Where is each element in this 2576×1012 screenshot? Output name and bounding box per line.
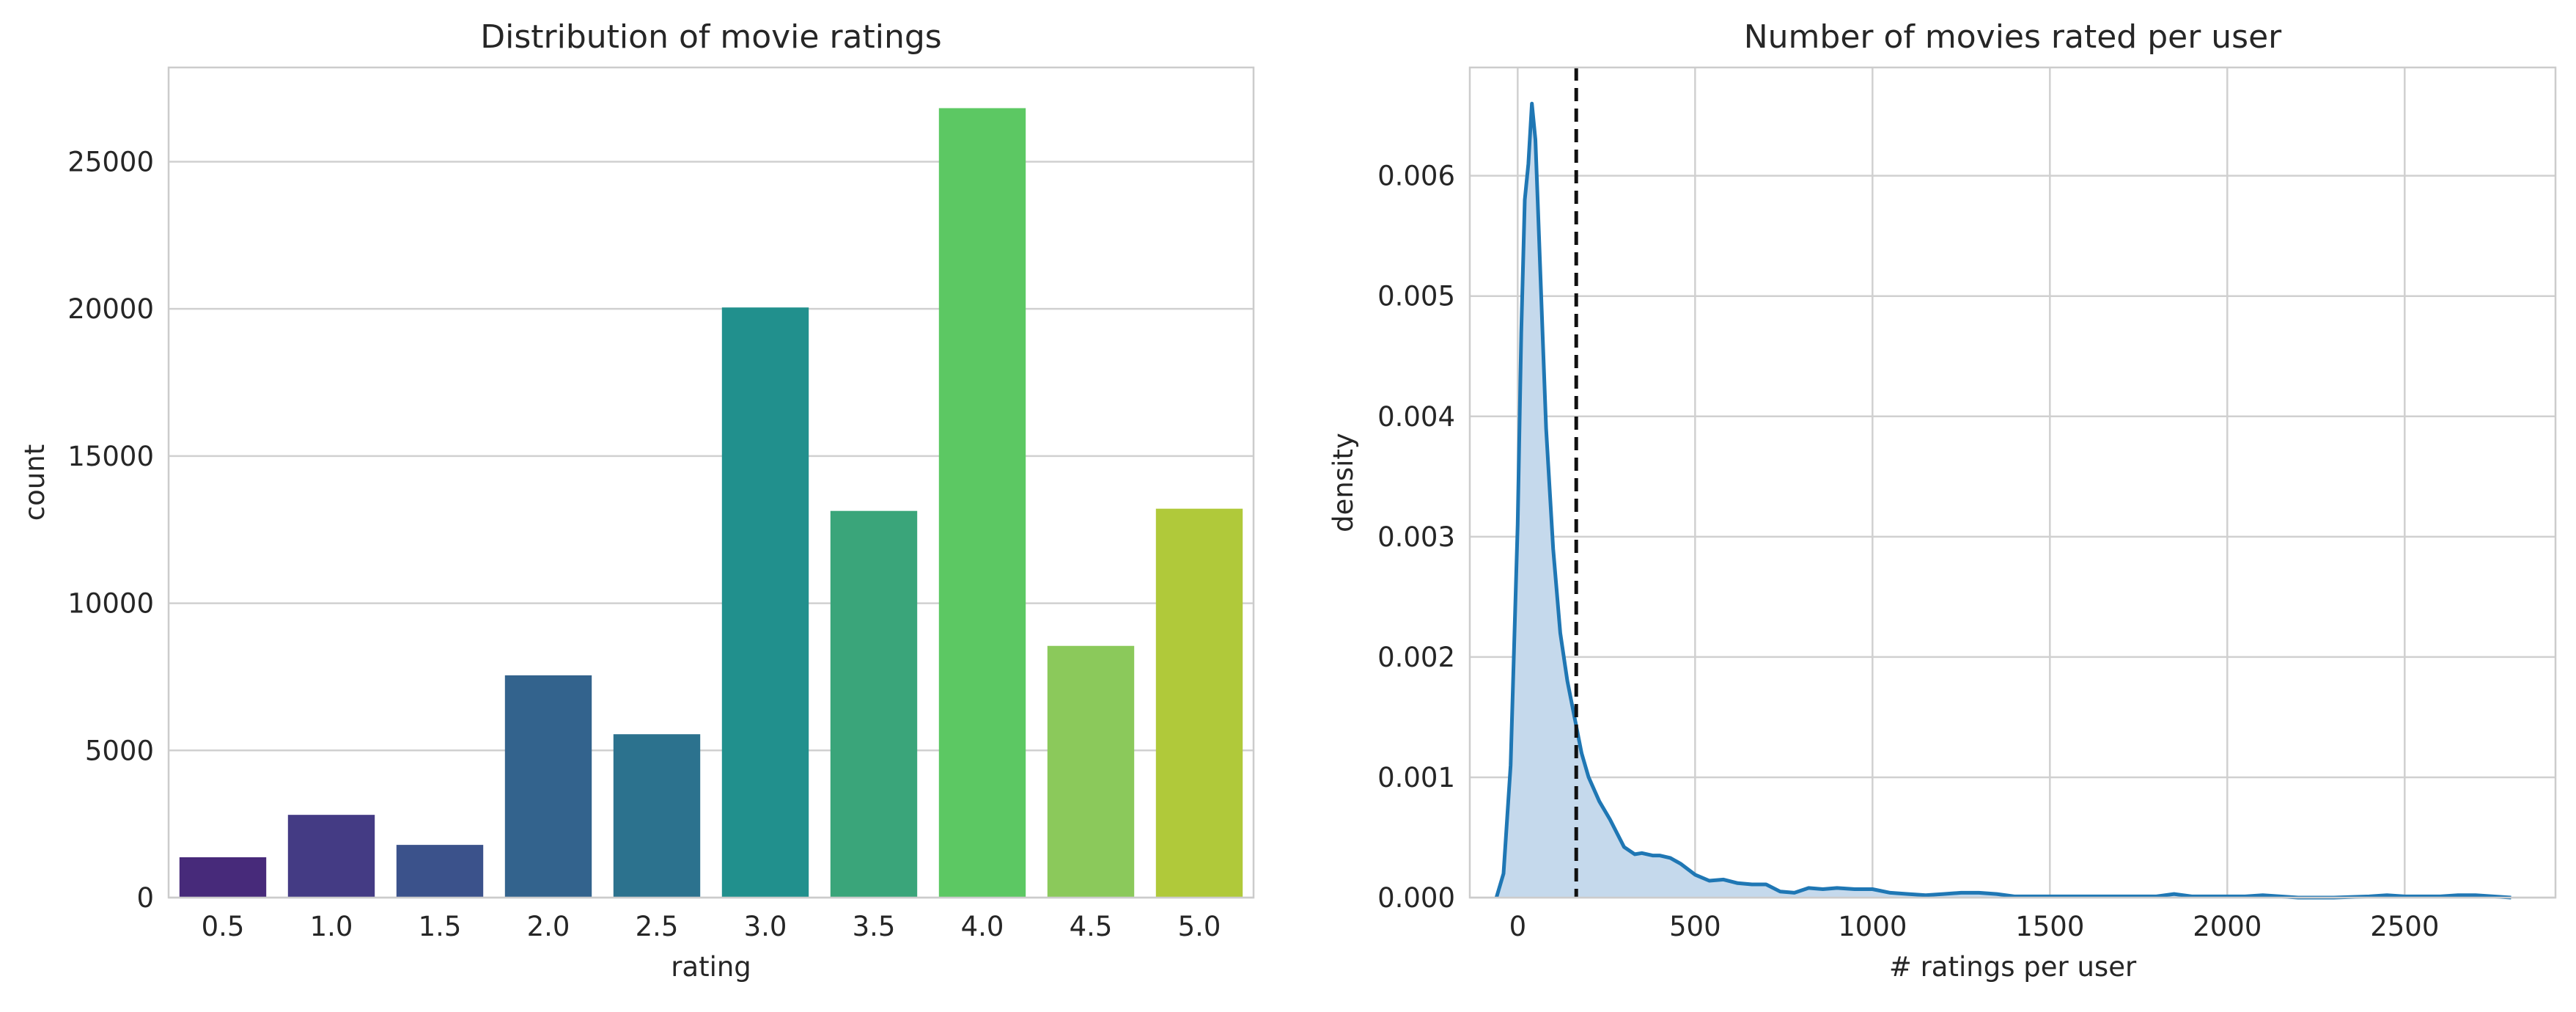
y-tick-label: 0.006 <box>1377 161 1455 192</box>
ratings-bar-chart: 0 5000 10000 15000 20000 25000 0.5 1.0 1.5 2.0 2.5… <box>19 18 1255 983</box>
x-tick-label: 3.0 <box>744 911 787 942</box>
y-axis-label: density <box>1328 433 1359 532</box>
y-tick-label: 15000 <box>67 441 154 472</box>
density-fill <box>1496 103 2511 898</box>
y-tick-label: 0.003 <box>1377 521 1455 553</box>
y-tick-label: 0 <box>136 882 154 914</box>
bar-2.5 <box>613 734 701 898</box>
bar-2.0 <box>504 675 592 898</box>
x-tick-label: 2500 <box>2370 911 2439 942</box>
bar-1.5 <box>396 845 484 898</box>
bar-3.0 <box>721 307 809 898</box>
bar-1.0 <box>287 815 375 898</box>
bar-0.5 <box>179 857 267 898</box>
y-tick-label: 0.005 <box>1377 281 1455 312</box>
x-tick-label: 2.5 <box>636 911 679 942</box>
x-axis-label: rating <box>671 951 751 983</box>
bar-3.5 <box>830 510 918 898</box>
x-tick-label: 1000 <box>1838 911 1907 942</box>
x-tick-label: 1.0 <box>310 911 353 942</box>
y-tick-label: 20000 <box>67 293 154 325</box>
x-tick-label: 1.5 <box>419 911 462 942</box>
x-tick-label: 2000 <box>2193 911 2262 942</box>
x-tick-label: 500 <box>1669 911 1721 942</box>
x-tick-label: 0.5 <box>202 911 245 942</box>
x-tick-label: 0 <box>1509 911 1527 942</box>
plot-frame <box>167 66 1255 899</box>
y-tick-label: 0.002 <box>1377 642 1455 673</box>
y-tick-label: 0.000 <box>1377 882 1455 914</box>
y-tick-label: 10000 <box>67 588 154 620</box>
bar-5.0 <box>1155 508 1243 898</box>
plot-frame <box>1468 66 2557 899</box>
y-tick-label: 25000 <box>67 146 154 177</box>
x-tick-label: 2.0 <box>527 911 570 942</box>
chart-title: Number of movies rated per user <box>1744 18 2282 56</box>
ratings-per-user-density-chart: 0 500 1000 1500 2000 2500 0.000 0.001 0.002 0.003… <box>1328 18 2557 983</box>
bar-4.5 <box>1047 645 1135 898</box>
y-tick-label: 0.004 <box>1377 401 1455 433</box>
chart-title: Distribution of movie ratings <box>480 18 941 56</box>
x-tick-label: 3.5 <box>853 911 896 942</box>
bar-4.0 <box>938 108 1026 898</box>
density-line <box>1494 101 2511 900</box>
x-tick-label: 1500 <box>2015 911 2084 942</box>
y-tick-label: 5000 <box>85 735 154 766</box>
y-axis-label: count <box>19 444 51 521</box>
y-tick-label: 0.001 <box>1377 762 1455 793</box>
x-tick-label: 4.0 <box>961 911 1004 942</box>
x-tick-label: 5.0 <box>1178 911 1221 942</box>
x-axis-label: # ratings per user <box>1889 951 2137 983</box>
x-tick-label: 4.5 <box>1070 911 1113 942</box>
